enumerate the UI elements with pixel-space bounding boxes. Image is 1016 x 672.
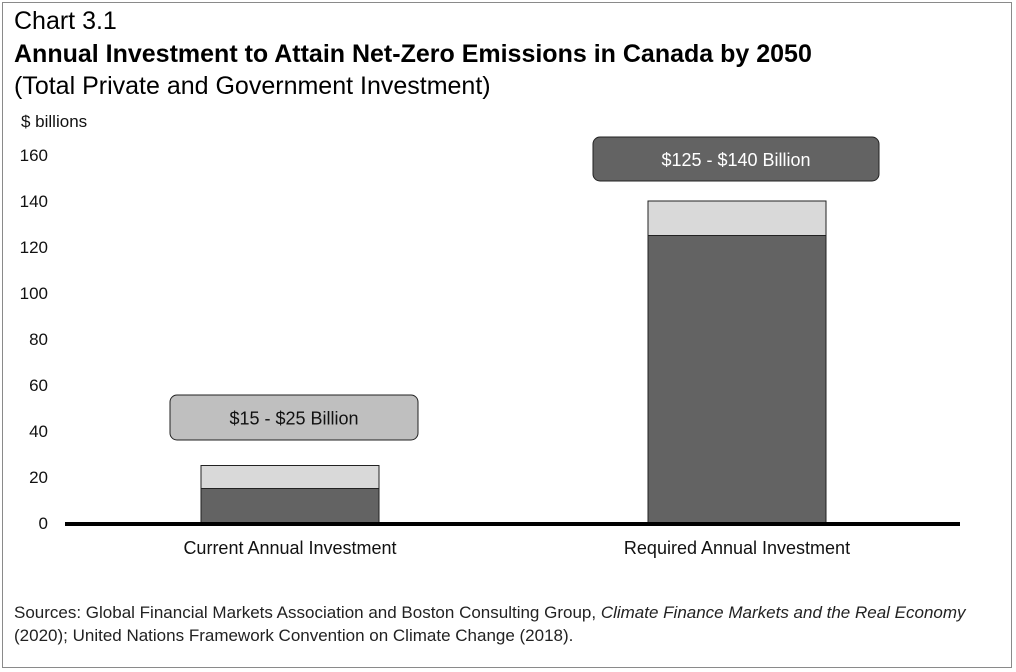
sources-publication: Climate Finance Markets and the Real Eco… <box>600 603 966 622</box>
bar-segment <box>647 200 827 236</box>
y-tick-label: 160 <box>20 146 48 165</box>
sources-suffix: (2020); United Nations Framework Convent… <box>14 626 574 645</box>
annotation-bubble <box>592 136 880 182</box>
y-tick-label: 100 <box>20 284 48 303</box>
sources-note: Sources: Global Financial Markets Associ… <box>14 601 1004 647</box>
chart-number: Chart 3.1 <box>14 7 117 35</box>
annotation-label: $15 - $25 Billion <box>229 409 358 429</box>
y-tick-label: 140 <box>20 192 48 211</box>
x-category-label: Required Annual Investment <box>624 538 850 558</box>
chart-subtitle: (Total Private and Government Investment… <box>14 72 491 100</box>
annotation-bubble <box>169 394 419 441</box>
sources-prefix: Sources: Global Financial Markets Associ… <box>14 603 601 622</box>
y-tick-label: 80 <box>29 330 48 349</box>
y-axis-unit-label: $ billions <box>21 112 87 131</box>
y-tick-label: 20 <box>29 468 48 487</box>
chart-title: Annual Investment to Attain Net-Zero Emi… <box>14 40 812 68</box>
y-tick-label: 120 <box>20 238 48 257</box>
bar-segment <box>647 235 827 524</box>
y-tick-label: 60 <box>29 376 48 395</box>
bar-segment <box>200 488 380 524</box>
y-tick-label: 40 <box>29 422 48 441</box>
bar-segment <box>200 465 380 489</box>
x-category-label: Current Annual Investment <box>183 538 396 558</box>
y-tick-label: 0 <box>39 514 48 533</box>
annotation-label: $125 - $140 Billion <box>661 150 810 170</box>
